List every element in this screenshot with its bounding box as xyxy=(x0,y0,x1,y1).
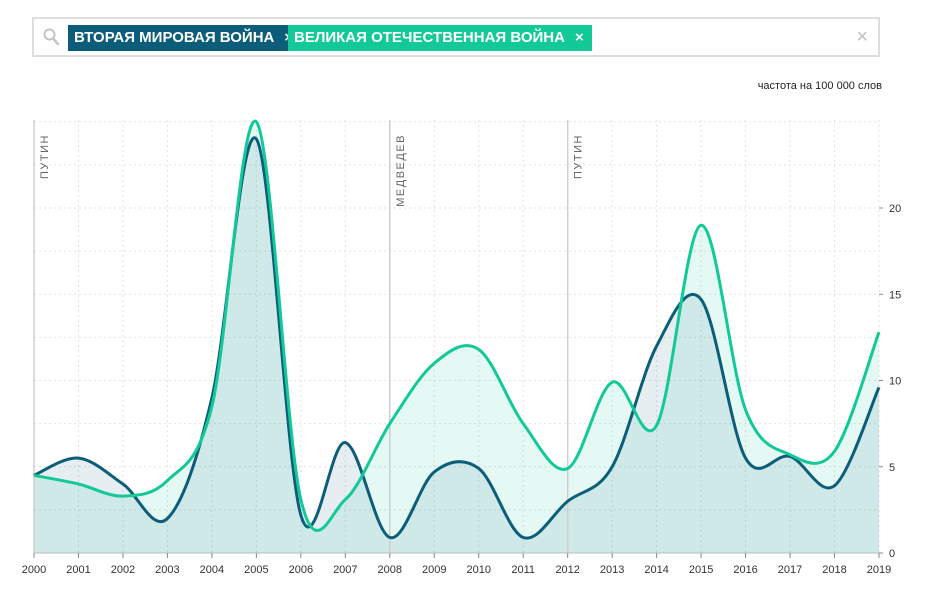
x-tick-label: 2012 xyxy=(555,564,579,576)
x-tick-label: 2004 xyxy=(200,564,224,576)
x-tick-label: 2000 xyxy=(22,564,46,576)
y-tick-label: 5 xyxy=(889,462,895,474)
y-tick-label: 0 xyxy=(889,548,895,560)
period-label: ПУТИН xyxy=(573,134,585,179)
x-tick-label: 2017 xyxy=(778,564,802,576)
search-tag-label: ВТОРАЯ МИРОВАЯ ВОЙНА xyxy=(74,29,275,46)
series-area xyxy=(34,137,879,553)
unit-label: частота на 100 000 слов xyxy=(757,80,882,92)
y-tick-label: 15 xyxy=(889,289,901,301)
search-tag: ВТОРАЯ МИРОВАЯ ВОЙНА× xyxy=(68,25,302,51)
search-icon xyxy=(43,28,59,46)
period-label: МЕДВЕДЕВ xyxy=(395,134,407,207)
x-tick-label: 2009 xyxy=(422,564,446,576)
x-tick-label: 2016 xyxy=(733,564,757,576)
x-tick-label: 2003 xyxy=(155,564,179,576)
y-tick-label: 10 xyxy=(889,376,901,388)
y-tick-label: 20 xyxy=(889,203,901,215)
x-tick-label: 2005 xyxy=(244,564,268,576)
x-tick-label: 2019 xyxy=(867,564,891,576)
search-bar[interactable]: ВТОРАЯ МИРОВАЯ ВОЙНА× ВЕЛИКАЯ ОТЕЧЕСТВЕН… xyxy=(32,17,880,57)
x-tick-label: 2008 xyxy=(378,564,402,576)
x-tick-label: 2002 xyxy=(111,564,135,576)
x-tick-label: 2007 xyxy=(333,564,357,576)
remove-tag-button[interactable]: × xyxy=(574,29,584,46)
series-area xyxy=(34,121,879,553)
x-tick-label: 2006 xyxy=(289,564,313,576)
x-tick-label: 2013 xyxy=(600,564,624,576)
x-tick-label: 2014 xyxy=(644,564,668,576)
x-tick-label: 2018 xyxy=(822,564,846,576)
x-tick-label: 2010 xyxy=(466,564,490,576)
x-tick-label: 2001 xyxy=(66,564,90,576)
series-line xyxy=(33,119,881,532)
x-tick-label: 2015 xyxy=(689,564,713,576)
x-tick-label: 2011 xyxy=(511,564,535,576)
period-label: ПУТИН xyxy=(39,134,51,179)
search-tag: ВЕЛИКАЯ ОТЕЧЕСТВЕННАЯ ВОЙНА × xyxy=(288,25,592,51)
close-icon[interactable]: × xyxy=(856,26,868,48)
search-tag-label: ВЕЛИКАЯ ОТЕЧЕСТВЕННАЯ ВОЙНА xyxy=(294,29,565,46)
